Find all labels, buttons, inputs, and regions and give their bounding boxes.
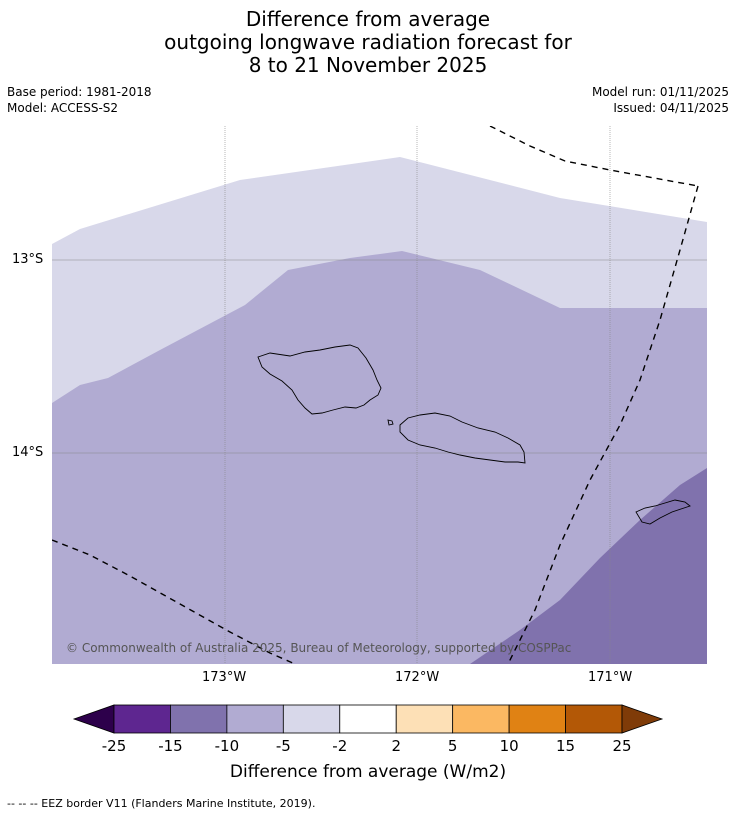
colorbar-tick-label: 25	[612, 737, 632, 755]
lon-label-172w: 172°W	[395, 670, 440, 685]
model-name: Model: ACCESS-S2	[7, 101, 119, 115]
lon-label-173w: 173°W	[202, 670, 247, 685]
map-plot-area	[52, 126, 707, 664]
shade-region-minus15-to-minus10	[470, 468, 707, 664]
unshaded-region	[52, 126, 707, 244]
colorbar-tick-label: -10	[214, 737, 240, 755]
eez-legend: -- -- -- EEZ border V11 (Flanders Marine…	[7, 797, 316, 810]
colorbar-tick-label: 2	[391, 737, 401, 755]
manono-island	[387, 419, 394, 426]
colorbar-tick-label: -15	[158, 737, 183, 755]
copyright-notice: © Commonwealth of Australia 2025, Bureau…	[66, 641, 572, 655]
colorbar	[72, 704, 664, 734]
colorbar-segment	[170, 704, 228, 734]
savaii-island	[257, 344, 382, 415]
title-line-1: Difference from average	[245, 7, 491, 31]
meta-left: Base period: 1981-2018 Model: ACCESS-S2	[7, 84, 152, 116]
eez-borders	[52, 126, 699, 664]
colorbar-tick-label: -25	[101, 737, 127, 755]
colorbar-segment	[508, 704, 566, 734]
colorbar-segment	[113, 704, 171, 734]
colorbar-title: Difference from average (W/m2)	[229, 762, 507, 782]
colorbar-segment	[282, 704, 341, 734]
colorbar-tick-label: 15	[556, 737, 576, 755]
colorbar-under-arrow	[72, 704, 115, 734]
colorbar-tick-label: 10	[499, 737, 519, 755]
tutuila-island	[635, 499, 691, 525]
shade-region-minus10-to-minus5	[52, 251, 707, 664]
colorbar-tick-label: -5	[275, 737, 291, 755]
colorbar-over-arrow	[621, 704, 664, 734]
title-line-2: outgoing longwave radiation forecast for	[164, 30, 572, 54]
colorbar-tick-label: 5	[447, 737, 458, 755]
chart-title: Difference from average outgoing longwav…	[0, 8, 736, 77]
upolu-island	[399, 412, 526, 464]
lon-label-171w: 171°W	[588, 670, 633, 685]
lat-label-13s: 13°S	[12, 252, 44, 267]
eez-border-north	[489, 126, 699, 187]
colorbar-segment	[226, 704, 284, 734]
colorbar-segment	[565, 704, 623, 734]
colorbar-tick-label: -2	[332, 737, 348, 755]
colorbar-segments	[113, 704, 623, 734]
model-run: Model run: 01/11/2025	[591, 85, 729, 99]
issued-date: Issued: 04/11/2025	[613, 101, 729, 115]
colorbar-segment	[452, 704, 510, 734]
base-period: Base period: 1981-2018	[7, 85, 152, 99]
meta-right: Model run: 01/11/2025 Issued: 04/11/2025	[592, 84, 729, 116]
colorbar-segment	[395, 704, 454, 734]
gridlines	[52, 126, 707, 664]
title-line-3: 8 to 21 November 2025	[248, 53, 488, 77]
lat-label-14s: 14°S	[12, 445, 44, 460]
eez-border-east	[507, 185, 699, 664]
coastlines	[257, 344, 691, 525]
eez-border-southwest	[52, 539, 296, 664]
colorbar-segment	[339, 704, 397, 734]
